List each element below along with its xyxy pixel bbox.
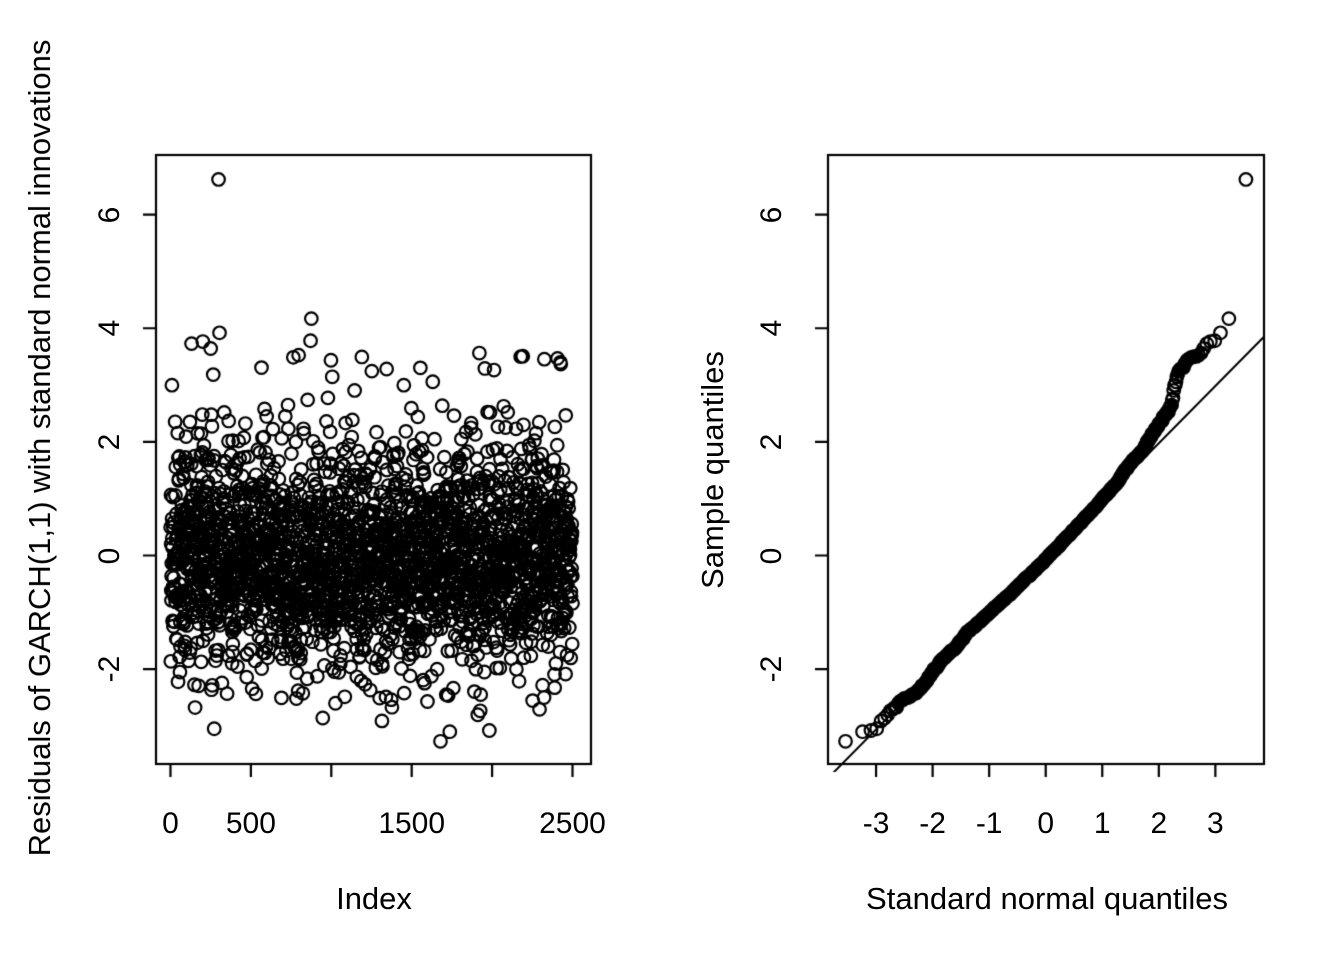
- y-tick-label: -2: [755, 655, 788, 683]
- x-tick-label: 2500: [539, 807, 606, 840]
- y-tick-label: 2: [93, 433, 126, 451]
- y-tick-label: 0: [755, 547, 788, 564]
- x-tick-label: -1: [975, 807, 1003, 840]
- x-tick-label: 500: [225, 807, 276, 840]
- x-tick-label: 1: [1093, 807, 1111, 840]
- x-tick-label: 0: [162, 807, 179, 840]
- qq-plot-xaxis-title: Standard normal quantiles: [866, 881, 1228, 916]
- left-plot-yaxis-title: Residuals of GARCH(1,1) with standard no…: [22, 39, 57, 857]
- y-tick-label: 4: [755, 319, 788, 337]
- x-tick-label: 3: [1207, 807, 1224, 840]
- qq-plot-yaxis-title: Sample quantiles: [695, 351, 730, 589]
- x-tick-label: 1500: [378, 807, 446, 840]
- y-tick-label: 6: [93, 206, 126, 223]
- y-tick-label: 2: [755, 433, 788, 451]
- x-tick-label: 0: [1037, 807, 1055, 840]
- x-tick-label: 2: [1150, 807, 1168, 840]
- y-tick-label: 0: [93, 547, 126, 564]
- x-tick-label: -3: [862, 807, 890, 840]
- y-tick-label: 6: [755, 206, 788, 223]
- x-tick-label: -2: [919, 807, 946, 840]
- y-tick-label: 4: [93, 319, 126, 337]
- y-tick-label: -2: [93, 655, 126, 683]
- left-plot-xaxis-title: Index: [336, 881, 412, 916]
